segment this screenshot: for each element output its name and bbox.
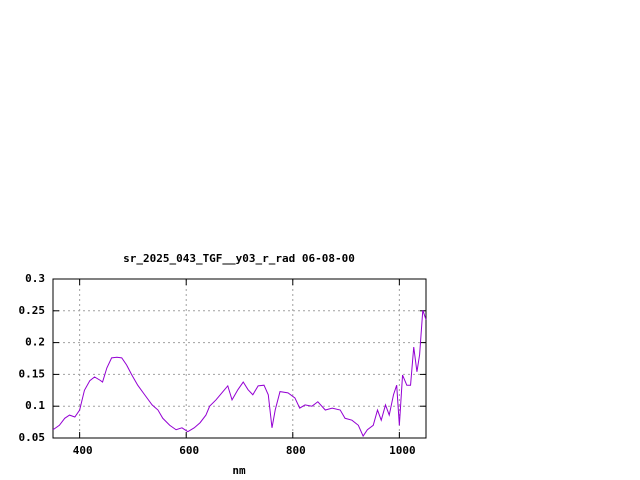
y-tick-label: 0.05	[19, 431, 46, 444]
y-tick-label: 0.3	[25, 272, 45, 285]
x-axis-label: nm	[232, 464, 246, 477]
y-tick-label: 0.15	[19, 367, 46, 380]
x-tick-label: 600	[179, 444, 199, 457]
x-tick-label: 800	[286, 444, 306, 457]
data-line	[52, 310, 427, 438]
y-tick-label: 0.25	[19, 304, 46, 317]
plot-frame	[52, 278, 427, 439]
x-tick-label: 1000	[389, 444, 416, 457]
x-tick-label: 400	[73, 444, 93, 457]
y-tick-label: 0.1	[25, 399, 45, 412]
y-tick-label: 0.2	[25, 336, 45, 349]
chart-title: sr_2025_043_TGF__y03_r_rad 06-08-00	[123, 252, 355, 265]
